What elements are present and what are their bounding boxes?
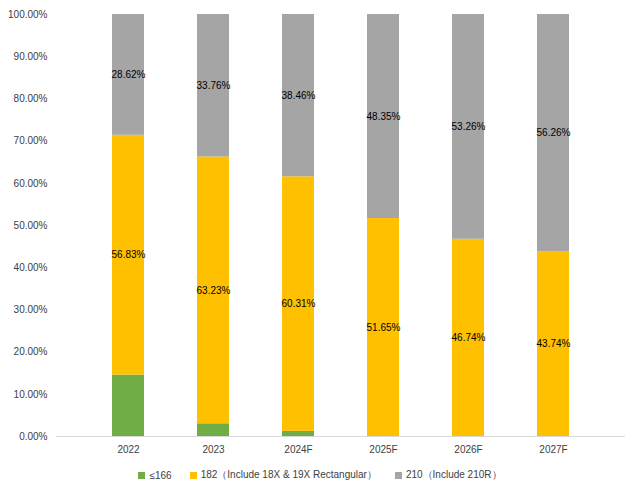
svg-text:53.26%: 53.26% bbox=[452, 121, 486, 132]
svg-text:10.00%: 10.00% bbox=[14, 389, 48, 400]
svg-text:48.35%: 48.35% bbox=[367, 111, 401, 122]
svg-text:30.00%: 30.00% bbox=[14, 304, 48, 315]
svg-text:2026F: 2026F bbox=[454, 444, 482, 455]
svg-text:2027F: 2027F bbox=[539, 444, 567, 455]
svg-text:90.00%: 90.00% bbox=[14, 51, 48, 62]
svg-text:63.23%: 63.23% bbox=[197, 285, 231, 296]
svg-text:80.00%: 80.00% bbox=[14, 93, 48, 104]
svg-text:46.74%: 46.74% bbox=[452, 332, 486, 343]
svg-text:60.31%: 60.31% bbox=[282, 298, 316, 309]
svg-text:50.00%: 50.00% bbox=[14, 220, 48, 231]
svg-text:2024F: 2024F bbox=[284, 444, 312, 455]
svg-text:2023: 2023 bbox=[202, 444, 225, 455]
html-text:182（Include 18X & 19X Rectangu: 182（Include 18X & 19X Rectangular） bbox=[200, 469, 377, 480]
svg-text:20.00%: 20.00% bbox=[14, 346, 48, 357]
svg-text:28.62%: 28.62% bbox=[112, 69, 146, 80]
svg-text:38.46%: 38.46% bbox=[282, 90, 316, 101]
svg-text:56.26%: 56.26% bbox=[537, 127, 571, 138]
svg-text:2022: 2022 bbox=[117, 444, 140, 455]
svg-text:2025F: 2025F bbox=[369, 444, 397, 455]
svg-text:33.76%: 33.76% bbox=[197, 80, 231, 91]
svg-text:0.00%: 0.00% bbox=[19, 431, 47, 442]
html-text:≤166: ≤166 bbox=[149, 469, 172, 481]
svg-text:51.65%: 51.65% bbox=[367, 322, 401, 333]
svg-text:60.00%: 60.00% bbox=[14, 178, 48, 189]
svg-text:40.00%: 40.00% bbox=[14, 262, 48, 273]
svg-text:70.00%: 70.00% bbox=[14, 135, 48, 146]
svg-text:100.00%: 100.00% bbox=[8, 9, 48, 20]
svg-text:56.83%: 56.83% bbox=[112, 249, 146, 260]
html-text:210（Include 210R）: 210（Include 210R） bbox=[405, 469, 502, 480]
svg-text:43.74%: 43.74% bbox=[537, 338, 571, 349]
